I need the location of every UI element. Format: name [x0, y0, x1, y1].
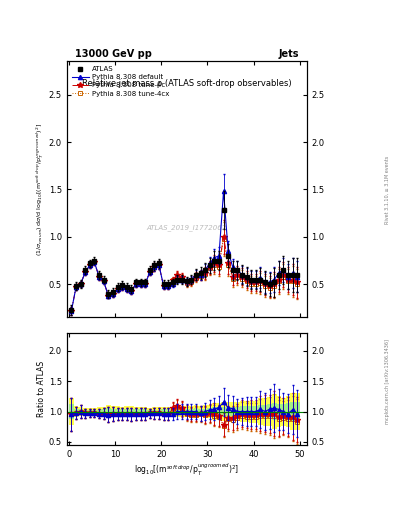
Y-axis label: Ratio to ATLAS: Ratio to ATLAS [37, 361, 46, 417]
Text: Jets: Jets [278, 49, 299, 59]
Y-axis label: $(1/\sigma_{resum})$ d$\sigma$/d log$_{10}$[(m$^{soft\,drop}$/p$_{T}^{ungroomed}: $(1/\sigma_{resum})$ d$\sigma$/d log$_{1… [35, 123, 46, 256]
Text: mcplots.cern.ch [arXiv:1306.3436]: mcplots.cern.ch [arXiv:1306.3436] [385, 339, 389, 424]
Text: 13000 GeV pp: 13000 GeV pp [75, 49, 152, 59]
Text: Rivet 3.1.10, ≥ 3.1M events: Rivet 3.1.10, ≥ 3.1M events [385, 155, 389, 224]
Text: Relative jet mass ρ (ATLAS soft-drop observables): Relative jet mass ρ (ATLAS soft-drop obs… [82, 79, 292, 89]
Text: ATLAS_2019_I1772062: ATLAS_2019_I1772062 [147, 224, 227, 231]
Legend: ATLAS, Pythia 8.308 default, Pythia 8.308 tune-4c, Pythia 8.308 tune-4cx: ATLAS, Pythia 8.308 default, Pythia 8.30… [70, 65, 171, 98]
X-axis label: log$_{10}$[(m$^{soft\,drop}$/p$_{T}^{ungroomed}$)$^2$]: log$_{10}$[(m$^{soft\,drop}$/p$_{T}^{ung… [134, 462, 239, 478]
